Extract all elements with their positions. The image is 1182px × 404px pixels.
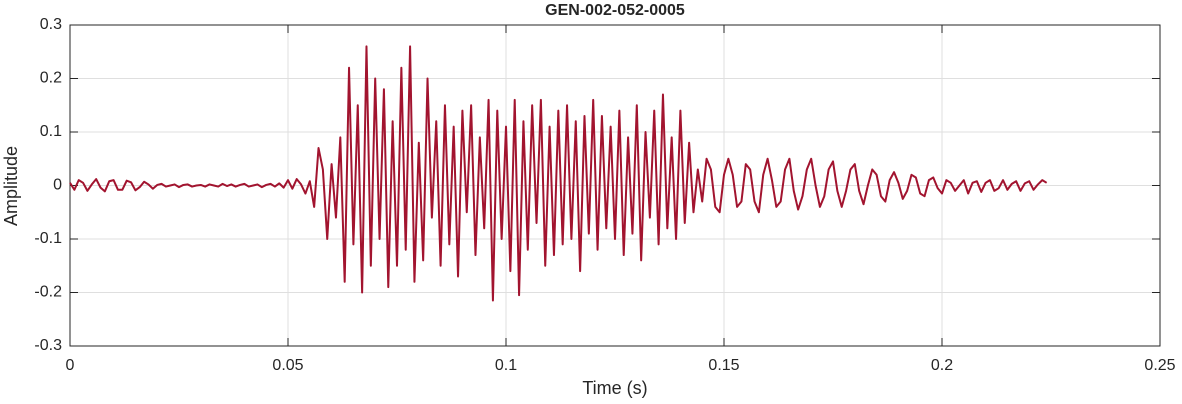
x-axis-label: Time (s) bbox=[582, 378, 647, 398]
x-tick-label: 0.15 bbox=[708, 357, 739, 374]
x-tick-label: 0.2 bbox=[931, 357, 953, 374]
x-tick-label: 0.1 bbox=[495, 357, 517, 374]
y-tick-label: -0.1 bbox=[34, 230, 62, 247]
y-tick-label: 0.3 bbox=[40, 16, 62, 33]
y-tick-label: -0.2 bbox=[34, 284, 62, 301]
y-axis-label: Amplitude bbox=[1, 146, 21, 226]
y-tick-label: -0.3 bbox=[34, 337, 62, 354]
x-tick-label: 0.25 bbox=[1144, 357, 1175, 374]
plot-frame bbox=[69, 24, 1161, 347]
y-tick-label: 0.2 bbox=[40, 70, 62, 87]
y-tick-label: 0.1 bbox=[40, 123, 62, 140]
y-tick-label: 0 bbox=[53, 177, 62, 194]
waveform-line bbox=[69, 45, 1048, 302]
x-tick-label: 0 bbox=[66, 357, 75, 374]
chart-title: GEN-002-052-0005 bbox=[545, 2, 685, 19]
x-tick-label: 0.05 bbox=[272, 357, 303, 374]
